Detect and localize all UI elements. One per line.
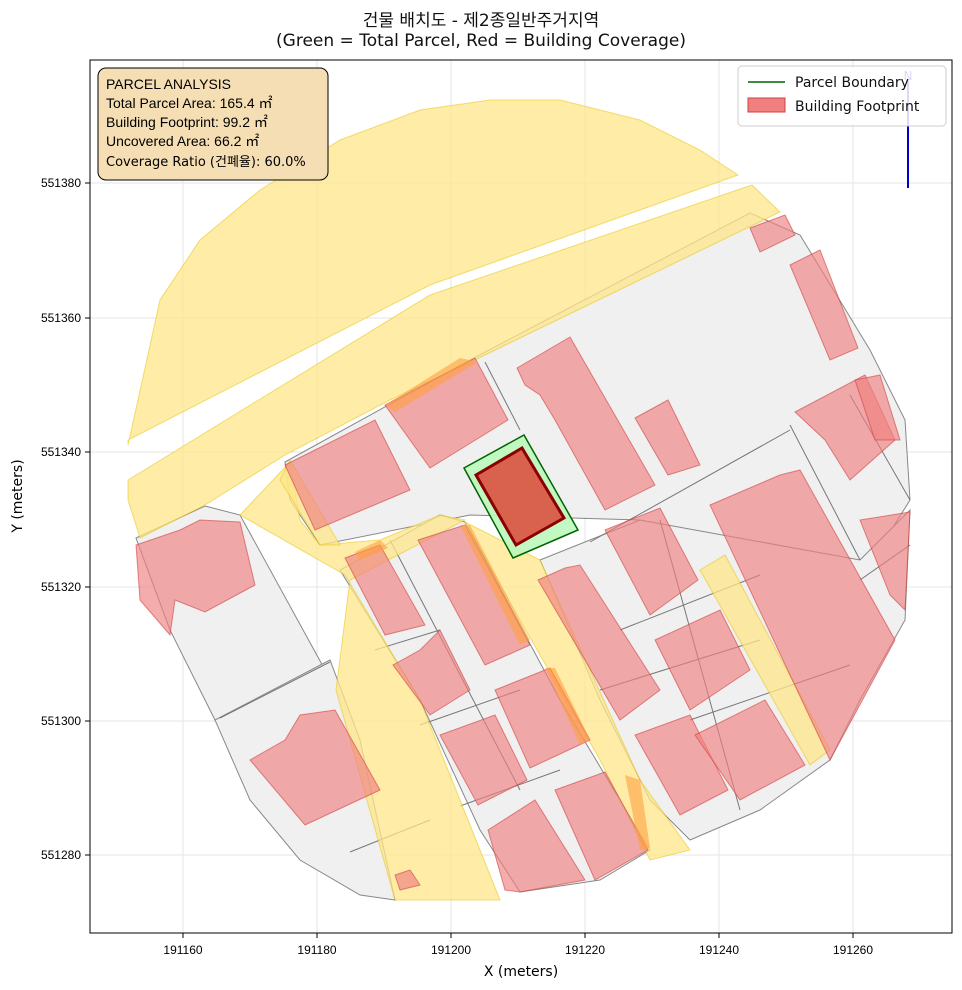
building [417,524,531,666]
plot-frame [89,59,953,934]
y-tick-label: 551360 [41,311,81,325]
tick-marks [85,182,854,938]
y-tick-label: 551380 [41,176,81,190]
building [749,214,796,253]
building [284,419,411,531]
road-north-lower [127,184,781,539]
y-tick-label: 551320 [41,580,81,594]
legend-building-label: Building Footprint [795,99,920,115]
building [135,519,256,637]
y-tick-label: 551340 [41,445,81,459]
x-axis-label: X (meters) [484,964,558,980]
y-axis-label: Y (meters) [10,459,26,533]
legend-building-swatch [747,97,786,113]
map-subtitle: (Green = Total Parcel, Red = Building Co… [276,31,686,51]
x-tick-label: 191160 [163,943,202,957]
legend: Parcel Boundary Building Footprint [737,65,947,127]
info-footprint: Building Footprint: 99.2 ㎡ [106,114,268,130]
building [634,714,729,816]
legend-parcel-label: Parcel Boundary [795,75,909,91]
parcel-line [484,361,521,431]
building [859,511,911,612]
building [516,336,656,511]
parcel-line [789,424,861,561]
info-total-area: Total Parcel Area: 165.4 ㎡ [106,95,273,111]
building [392,629,471,716]
building [694,699,806,801]
building [394,869,421,891]
target-building[interactable] [473,445,567,548]
overlap [545,668,590,745]
building [439,714,528,806]
x-tick-label: 191240 [699,943,739,957]
x-tick-label: 191220 [565,943,605,957]
building [634,399,701,476]
road-diagonal-main [239,460,501,901]
x-tick-label: 191200 [431,943,471,957]
x-tick-label: 191260 [833,943,873,957]
info-coverage: Coverage Ratio (건폐율): 60.0% [106,155,306,170]
x-tick-label: 191180 [297,943,336,957]
y-tick-label: 551280 [41,848,81,862]
building [604,507,699,616]
building [854,374,901,441]
buildings-layer [135,214,911,893]
building [789,249,859,361]
road-layer [127,99,831,901]
overlap [355,540,388,560]
building [249,709,381,826]
info-title: PARCEL ANALYSIS [106,76,231,92]
building [709,469,896,762]
building [537,564,661,721]
overlap-layer [355,358,650,850]
building [654,609,751,711]
parcel-line [219,661,331,719]
info-uncovered: Uncovered Area: 66.2 ㎡ [106,133,259,149]
overlap [625,775,650,850]
building [554,771,649,881]
overlap [385,358,478,412]
building [487,799,586,893]
y-tick-label: 551300 [41,714,81,728]
parcel-analysis-box: PARCEL ANALYSIS Total Parcel Area: 165.4… [97,67,329,181]
map-title: 건물 배치도 - 제2종일반주거지역 [362,11,600,31]
road-north-wide [127,99,740,446]
overlap [460,525,530,645]
